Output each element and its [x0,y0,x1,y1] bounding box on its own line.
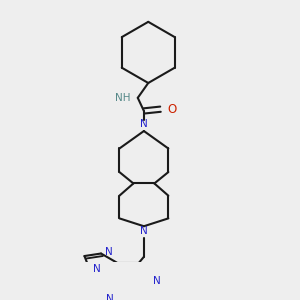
Text: N: N [140,226,148,236]
Text: NH: NH [115,93,131,103]
Text: O: O [167,103,177,116]
Text: N: N [153,276,160,286]
Text: N: N [105,247,113,257]
Text: N: N [140,119,148,129]
Text: N: N [106,294,114,300]
Text: N: N [93,264,101,274]
